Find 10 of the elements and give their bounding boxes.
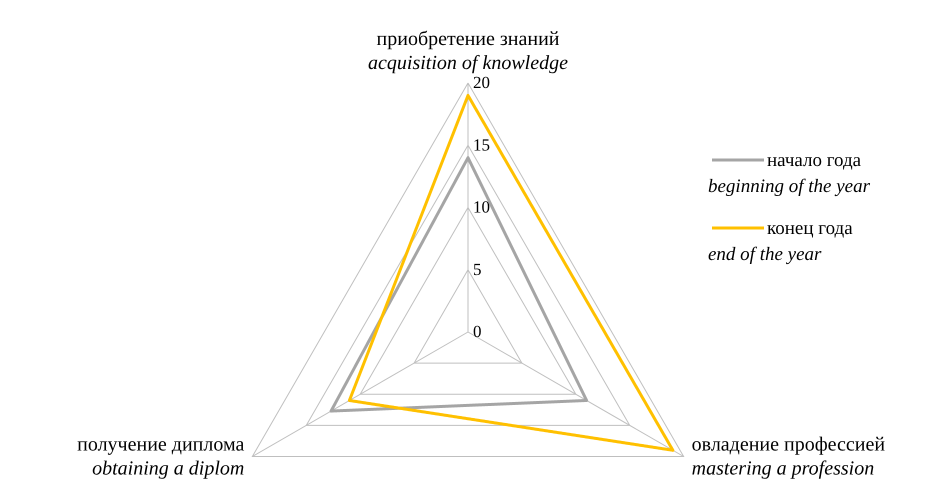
legend-label: конец года end of the year	[708, 218, 854, 265]
spoke-label: приобретение знаний acquisition of knowledge	[368, 28, 568, 74]
y-tick-label: 5	[473, 260, 482, 279]
y-tick-label: 15	[473, 135, 490, 154]
y-tick-label: 0	[473, 322, 482, 341]
y-tick-label: 20	[473, 73, 490, 92]
legend-label: начало года beginning of the year	[708, 150, 871, 197]
spoke-label: овладение профессией mastering a profession	[692, 434, 886, 480]
spoke-label: получение диплома obtaining a diplom	[77, 434, 244, 480]
y-tick-label: 10	[473, 198, 490, 216]
